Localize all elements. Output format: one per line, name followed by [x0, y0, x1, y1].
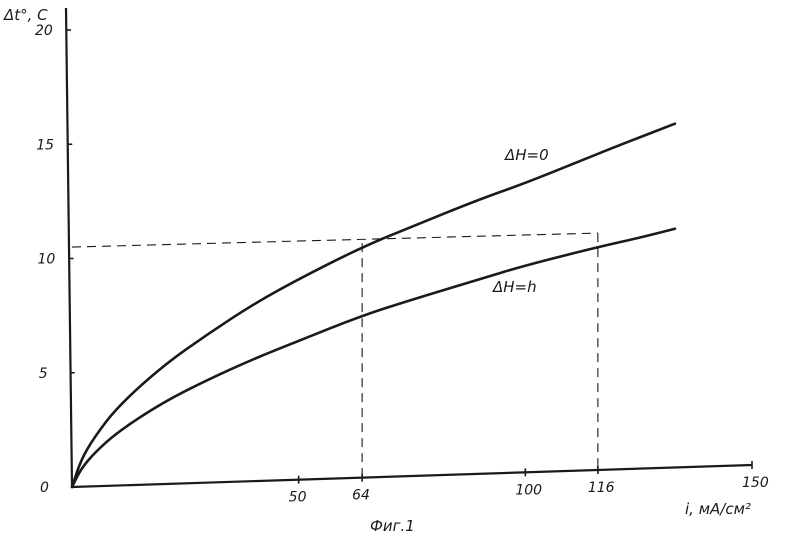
y-tick-label: 5 [39, 366, 48, 382]
reference-line-horizontal [72, 233, 598, 247]
series-line-1 [72, 124, 675, 487]
figure-caption: Фиг.1 [370, 517, 415, 535]
x-tick-label: 100 [515, 482, 542, 498]
x-axis-label: i, мА/см² [685, 500, 751, 518]
y-axis [66, 8, 72, 487]
y-tick-label: 0 [40, 480, 49, 496]
y-tick-label: 10 [38, 252, 56, 268]
x-tick-label: 150 [742, 475, 769, 491]
x-tick-label: 50 [289, 490, 307, 506]
y-tick-label: 20 [35, 23, 53, 39]
axes [66, 8, 752, 487]
x-tick-label: 64 [352, 488, 370, 504]
reference-lines [72, 233, 598, 478]
ticks: 0 5 10 15 20 50 64 100 116 150 [35, 23, 769, 506]
x-tick-label: 116 [588, 480, 615, 496]
x-axis [72, 465, 752, 487]
y-tick-label: 15 [36, 137, 54, 153]
series-label-1: ΔH=0 [504, 146, 549, 164]
series-line-2 [72, 229, 675, 487]
series [72, 124, 675, 487]
series-label-2: ΔH=h [492, 278, 537, 296]
y-axis-label: Δt°, C [3, 6, 48, 24]
